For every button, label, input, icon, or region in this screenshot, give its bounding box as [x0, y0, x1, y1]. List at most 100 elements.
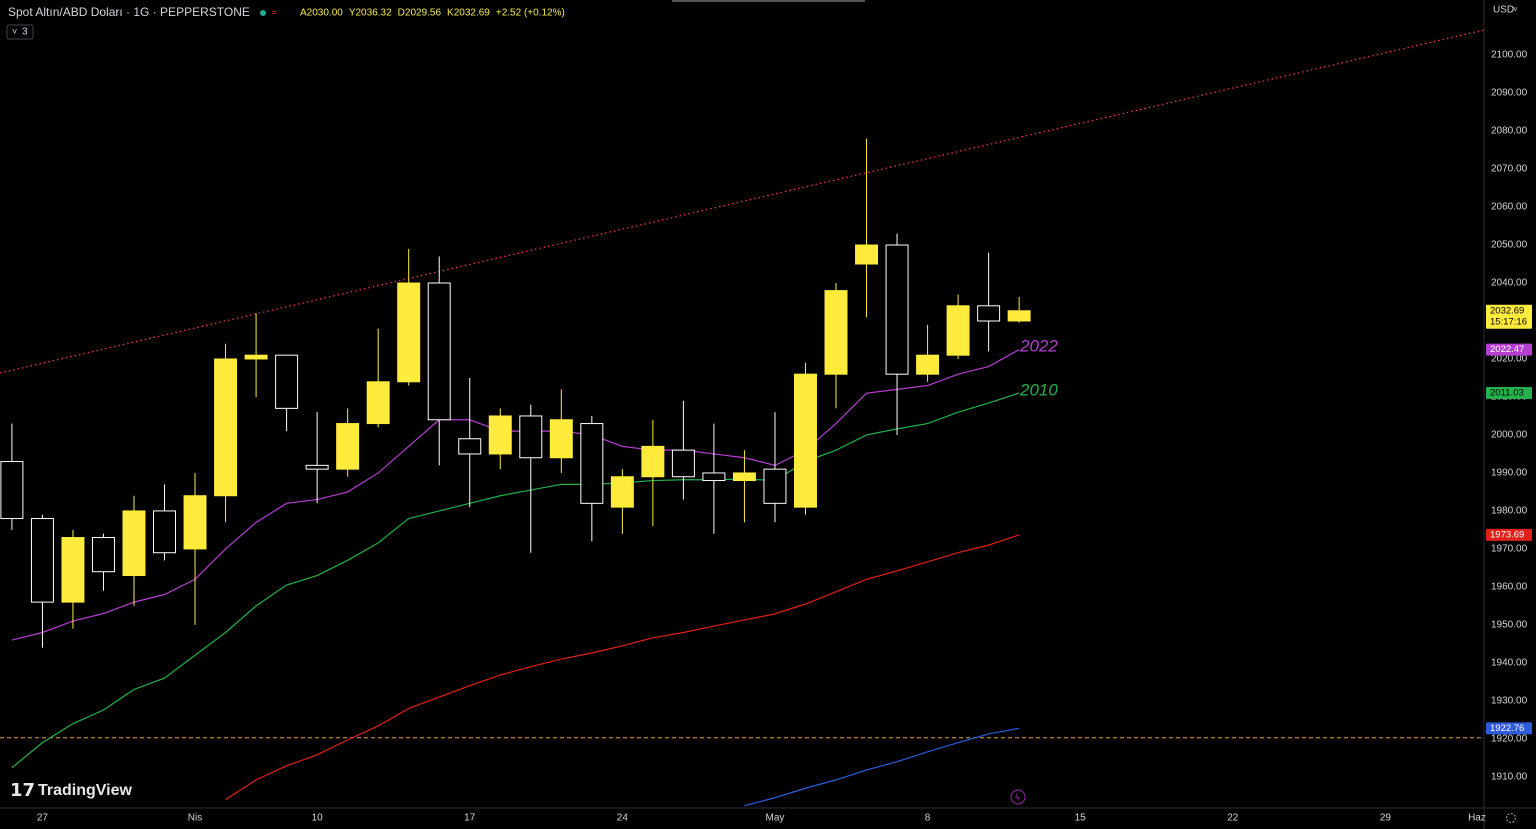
- x-tick-label: 22: [1227, 813, 1239, 824]
- y-tick-label: 2080.00: [1491, 126, 1528, 137]
- y-tick-label: 2090.00: [1491, 88, 1528, 99]
- chevron: ˅: [12, 26, 17, 36]
- price-label-bg: [1486, 343, 1532, 356]
- annotation: 2010: [1019, 380, 1058, 399]
- candle-body: [1007, 310, 1031, 322]
- y-tick-label: 2060.00: [1491, 202, 1528, 213]
- candle-body: [824, 290, 848, 375]
- y-tick-label: 1920.00: [1491, 734, 1528, 745]
- price-label: 1973.69: [1490, 529, 1524, 540]
- candle-body: [366, 381, 390, 425]
- countdown: 15:17:16: [1490, 316, 1527, 327]
- price-label: 2022.47: [1490, 344, 1524, 355]
- price-label-bg: [1486, 387, 1532, 400]
- candle-body: [671, 449, 695, 478]
- ohlc-value: A2030.00: [300, 8, 343, 19]
- y-tick-label: 1990.00: [1491, 468, 1528, 479]
- candle-body: [275, 354, 299, 409]
- x-tick-label: 29: [1380, 813, 1392, 824]
- candle-body: [0, 461, 24, 520]
- y-tick-label: 1970.00: [1491, 544, 1528, 555]
- moving-average: [11, 392, 1020, 769]
- y-tick-label: 2000.00: [1491, 430, 1528, 441]
- x-tick-label: 8: [925, 813, 931, 824]
- candle-body: [916, 354, 940, 375]
- ohlc-value: D2029.56: [398, 8, 442, 19]
- plot-area: [0, 29, 1485, 807]
- y-tick-label: 1980.00: [1491, 506, 1528, 517]
- price-label: 2032.69: [1490, 305, 1524, 316]
- annotation: 2022: [1019, 336, 1058, 355]
- x-tick-label: 27: [37, 813, 49, 824]
- moving-average: [11, 349, 1020, 641]
- moving-average: [225, 534, 1020, 801]
- brand-logo: 𝟭𝟳: [10, 780, 35, 800]
- price-label-bg: [1486, 304, 1532, 329]
- trendline: [0, 29, 1485, 374]
- candle-body: [153, 510, 177, 554]
- y-tick-label: 1910.00: [1491, 771, 1528, 782]
- ohlc-value: Y2036.32: [349, 8, 392, 19]
- y-tick-label: 1950.00: [1491, 620, 1528, 631]
- currency-chevron: ˅: [1513, 5, 1518, 14]
- candle-body: [458, 438, 482, 455]
- candle-body: [855, 244, 879, 265]
- settings-icon[interactable]: [1505, 812, 1517, 824]
- candle-body: [214, 358, 238, 497]
- candle-body: [427, 282, 451, 421]
- candle-body: [305, 464, 329, 470]
- candle-body: [946, 305, 970, 356]
- candle-body: [763, 468, 787, 504]
- y-tick-label: 2070.00: [1491, 164, 1528, 175]
- y-tick-label: 2050.00: [1491, 240, 1528, 251]
- candle-body: [885, 244, 909, 375]
- price-label-bg: [1486, 528, 1532, 541]
- brand[interactable]: TradingView: [38, 782, 133, 799]
- y-tick-label: 2100.00: [1491, 50, 1528, 61]
- event-glyph: ϟ: [1015, 792, 1020, 802]
- candle-body: [61, 537, 85, 603]
- candle-body: [122, 510, 146, 577]
- candle-body: [30, 518, 54, 603]
- x-tick-label: 24: [617, 813, 629, 824]
- price-label: 2011.03: [1490, 388, 1524, 399]
- y-tick-label: 1940.00: [1491, 658, 1528, 669]
- candle-body: [336, 423, 360, 470]
- status-dot: [260, 10, 266, 16]
- candle-body: [397, 282, 421, 383]
- y-tick-label: 2040.00: [1491, 278, 1528, 289]
- y-tick-label: 1930.00: [1491, 696, 1528, 707]
- candle-body: [977, 305, 1001, 322]
- ohlc-value: +2.52 (+0.12%): [496, 8, 565, 19]
- y-tick-label: 2020.00: [1491, 354, 1528, 365]
- event-icon[interactable]: [1010, 789, 1026, 805]
- top-handle[interactable]: [672, 0, 865, 2]
- indicator-count: 3: [22, 27, 28, 38]
- candle-body: [610, 476, 634, 508]
- x-tick-label: 10: [312, 813, 324, 824]
- status-icon: ≈: [272, 7, 277, 17]
- y-tick-label: 1960.00: [1491, 582, 1528, 593]
- candle-body: [580, 423, 604, 504]
- candle-body: [702, 472, 726, 482]
- moving-average: [744, 727, 1020, 807]
- candle-body: [244, 354, 268, 360]
- candle-body: [519, 415, 543, 459]
- candle-body: [732, 472, 756, 482]
- x-tick-label: May: [766, 813, 785, 824]
- indicator-toggle[interactable]: [6, 24, 34, 40]
- candle-body: [488, 415, 512, 455]
- candle-body: [641, 445, 665, 478]
- ohlc-value: K2032.69: [447, 8, 490, 19]
- candle-body: [549, 419, 573, 459]
- currency[interactable]: USD: [1493, 5, 1514, 16]
- price-label: 1922.76: [1490, 723, 1524, 734]
- candle-body: [183, 495, 207, 550]
- x-tick-label: Haz: [1468, 813, 1486, 824]
- price-label-bg: [1486, 722, 1532, 735]
- candle-body: [91, 537, 115, 573]
- symbol-title[interactable]: Spot Altın/ABD Doları · 1G · PEPPERSTONE: [8, 5, 250, 19]
